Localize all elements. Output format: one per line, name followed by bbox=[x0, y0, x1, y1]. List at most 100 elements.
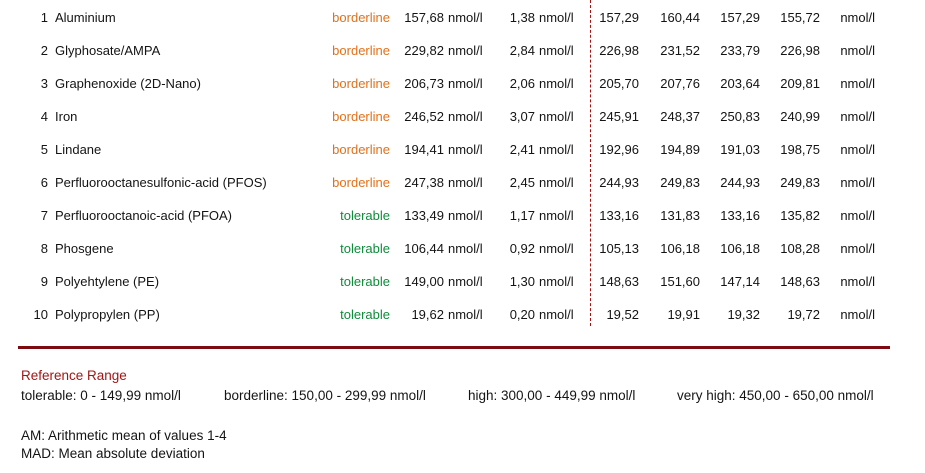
mad-unit: nmol/l bbox=[539, 274, 574, 289]
value-2: 160,44 bbox=[660, 10, 700, 25]
row-number: 3 bbox=[40, 76, 48, 91]
substance-name: Perfluorooctanesulfonic-acid (PFOS) bbox=[55, 175, 267, 190]
am-unit: nmol/l bbox=[448, 175, 483, 190]
status-label: borderline bbox=[332, 10, 390, 25]
status-label: borderline bbox=[332, 43, 390, 58]
value-4: 155,72 bbox=[780, 10, 820, 25]
value-3: 19,32 bbox=[727, 307, 760, 322]
mad-value: 0,92 bbox=[509, 241, 535, 256]
am-unit: nmol/l bbox=[448, 307, 483, 322]
row-number: 1 bbox=[40, 10, 48, 25]
mad-value: 1,17 bbox=[509, 208, 535, 223]
table-row: 7 Perfluorooctanoic-acid (PFOA) tolerabl… bbox=[0, 199, 925, 232]
value-1: 157,29 bbox=[599, 10, 639, 25]
value-1: 205,70 bbox=[599, 76, 639, 91]
am-unit: nmol/l bbox=[448, 274, 483, 289]
mad-unit: nmol/l bbox=[539, 109, 574, 124]
values-unit: nmol/l bbox=[840, 109, 875, 124]
table-row: 9 Polyehtylene (PE) tolerable 149,00 nmo… bbox=[0, 265, 925, 298]
values-unit: nmol/l bbox=[840, 10, 875, 25]
values-divider-line bbox=[590, 0, 591, 326]
am-value: 229,82 bbox=[404, 43, 444, 58]
value-2: 151,60 bbox=[660, 274, 700, 289]
range-very-high: very high: 450,00 - 650,00 nmol/l bbox=[677, 388, 874, 403]
mad-unit: nmol/l bbox=[539, 307, 574, 322]
values-unit: nmol/l bbox=[840, 307, 875, 322]
values-unit: nmol/l bbox=[840, 241, 875, 256]
substance-name: Perfluorooctanoic-acid (PFOA) bbox=[55, 208, 233, 223]
value-1: 19,52 bbox=[606, 307, 639, 322]
value-4: 249,83 bbox=[780, 175, 820, 190]
table-row: 6 Perfluorooctanesulfonic-acid (PFOS) bo… bbox=[0, 166, 925, 199]
am-unit: nmol/l bbox=[448, 10, 483, 25]
mad-legend: MAD: Mean absolute deviation bbox=[21, 446, 205, 461]
am-unit: nmol/l bbox=[448, 241, 483, 256]
results-table: 1 Aluminium borderline 157,68 nmol/l 1,3… bbox=[0, 1, 925, 331]
table-row: 10 Polypropylen (PP) tolerable 19,62 nmo… bbox=[0, 298, 925, 331]
value-1: 105,13 bbox=[599, 241, 639, 256]
value-3: 133,16 bbox=[720, 208, 760, 223]
value-4: 19,72 bbox=[787, 307, 820, 322]
mad-unit: nmol/l bbox=[539, 208, 574, 223]
row-number: 7 bbox=[40, 208, 48, 223]
value-4: 108,28 bbox=[780, 241, 820, 256]
value-2: 19,91 bbox=[667, 307, 700, 322]
mad-value: 2,84 bbox=[509, 43, 535, 58]
values-unit: nmol/l bbox=[840, 43, 875, 58]
value-2: 207,76 bbox=[660, 76, 700, 91]
section-rule bbox=[18, 346, 890, 349]
table-row: 5 Lindane borderline 194,41 nmol/l 2,41 … bbox=[0, 133, 925, 166]
substance-name: Aluminium bbox=[55, 10, 116, 25]
row-number: 4 bbox=[40, 109, 48, 124]
value-2: 106,18 bbox=[660, 241, 700, 256]
value-1: 133,16 bbox=[599, 208, 639, 223]
substance-name: Graphenoxide (2D-Nano) bbox=[55, 76, 201, 91]
row-number: 6 bbox=[40, 175, 48, 190]
substance-name: Glyphosate/AMPA bbox=[55, 43, 161, 58]
value-2: 131,83 bbox=[660, 208, 700, 223]
substance-name: Iron bbox=[55, 109, 78, 124]
mad-value: 2,06 bbox=[509, 76, 535, 91]
am-unit: nmol/l bbox=[448, 208, 483, 223]
value-2: 249,83 bbox=[660, 175, 700, 190]
row-number: 5 bbox=[40, 142, 48, 157]
am-value: 206,73 bbox=[404, 76, 444, 91]
am-value: 194,41 bbox=[404, 142, 444, 157]
reference-range-title: Reference Range bbox=[21, 368, 127, 383]
am-value: 106,44 bbox=[404, 241, 444, 256]
status-label: tolerable bbox=[340, 241, 390, 256]
value-4: 240,99 bbox=[780, 109, 820, 124]
am-unit: nmol/l bbox=[448, 43, 483, 58]
am-unit: nmol/l bbox=[448, 142, 483, 157]
table-row: 4 Iron borderline 246,52 nmol/l 3,07 nmo… bbox=[0, 100, 925, 133]
value-1: 244,93 bbox=[599, 175, 639, 190]
mad-unit: nmol/l bbox=[539, 10, 574, 25]
value-3: 203,64 bbox=[720, 76, 760, 91]
value-2: 231,52 bbox=[660, 43, 700, 58]
values-unit: nmol/l bbox=[840, 76, 875, 91]
value-1: 148,63 bbox=[599, 274, 639, 289]
status-label: borderline bbox=[332, 76, 390, 91]
table-row: 1 Aluminium borderline 157,68 nmol/l 1,3… bbox=[0, 1, 925, 34]
am-legend: AM: Arithmetic mean of values 1-4 bbox=[21, 428, 227, 443]
status-label: tolerable bbox=[340, 208, 390, 223]
substance-name: Lindane bbox=[55, 142, 102, 157]
value-1: 245,91 bbox=[599, 109, 639, 124]
table-row: 3 Graphenoxide (2D-Nano) borderline 206,… bbox=[0, 67, 925, 100]
value-2: 194,89 bbox=[660, 142, 700, 157]
mad-value: 1,30 bbox=[509, 274, 535, 289]
mad-unit: nmol/l bbox=[539, 142, 574, 157]
range-high: high: 300,00 - 449,99 nmol/l bbox=[468, 388, 636, 403]
am-value: 247,38 bbox=[404, 175, 444, 190]
am-value: 246,52 bbox=[404, 109, 444, 124]
substance-name: Phosgene bbox=[55, 241, 114, 256]
substance-name: Polypropylen (PP) bbox=[55, 307, 160, 322]
value-3: 244,93 bbox=[720, 175, 760, 190]
value-1: 226,98 bbox=[599, 43, 639, 58]
am-unit: nmol/l bbox=[448, 76, 483, 91]
am-value: 19,62 bbox=[411, 307, 444, 322]
row-number: 10 bbox=[33, 307, 48, 322]
value-3: 147,14 bbox=[720, 274, 760, 289]
values-unit: nmol/l bbox=[840, 142, 875, 157]
